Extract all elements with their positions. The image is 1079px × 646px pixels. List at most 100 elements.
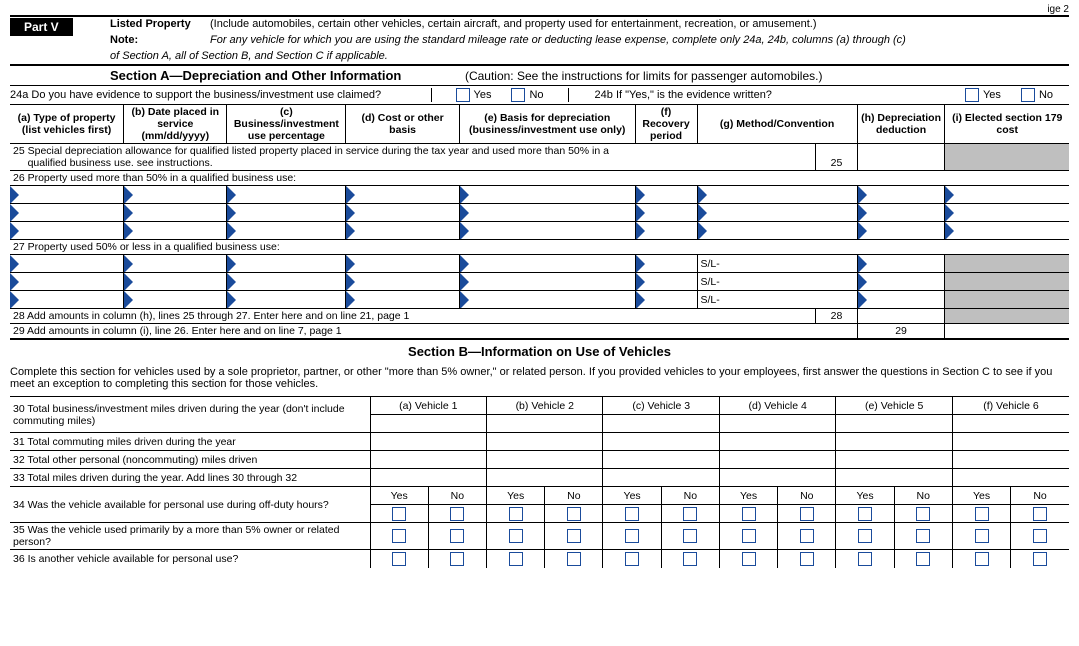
l26-r3-b[interactable] [124,222,227,240]
q34-v4-no[interactable] [778,505,836,523]
q34-v6-yes[interactable] [952,505,1010,523]
l27-r2-b[interactable] [124,273,227,291]
q36-v4-no[interactable] [778,550,836,568]
q30-v4[interactable] [719,415,835,433]
q30-v3[interactable] [603,415,719,433]
l26-r2-h[interactable] [857,204,945,222]
q32-v5[interactable] [836,451,952,469]
q30-v2[interactable] [487,415,603,433]
l26-r1-h[interactable] [857,186,945,204]
q31-v2[interactable] [487,433,603,451]
q33-v2[interactable] [487,469,603,487]
q36-v1-yes[interactable] [370,550,428,568]
q33-v1[interactable] [370,469,486,487]
q32-v2[interactable] [487,451,603,469]
l26-r2-d[interactable] [346,204,460,222]
q35-v3-no[interactable] [661,523,719,550]
q34-v3-no[interactable] [661,505,719,523]
q36-v4-yes[interactable] [719,550,777,568]
l27-r1-a[interactable] [10,255,124,273]
l27-r2-f[interactable] [635,273,697,291]
l27-r2-e[interactable] [459,273,635,291]
l27-r1-e[interactable] [459,255,635,273]
q36-v1-no[interactable] [428,550,486,568]
l27-r3-f[interactable] [635,291,697,309]
q34-v1-yes[interactable] [370,505,428,523]
q34-v1-no[interactable] [428,505,486,523]
l26-r2-i[interactable] [945,204,1069,222]
l27-r3-a[interactable] [10,291,124,309]
q32-v4[interactable] [719,451,835,469]
q33-v4[interactable] [719,469,835,487]
l27-r3-h[interactable] [857,291,945,309]
q24b-no-checkbox[interactable] [1021,88,1035,102]
l26-r3-c[interactable] [227,222,346,240]
q35-v5-yes[interactable] [836,523,894,550]
q35-v6-no[interactable] [1011,523,1069,550]
q34-v5-no[interactable] [894,505,952,523]
l26-r3-a[interactable] [10,222,124,240]
l26-r1-a[interactable] [10,186,124,204]
l26-r1-d[interactable] [346,186,460,204]
q36-v3-no[interactable] [661,550,719,568]
q36-v6-yes[interactable] [952,550,1010,568]
q35-v1-no[interactable] [428,523,486,550]
q35-v5-no[interactable] [894,523,952,550]
q35-v2-no[interactable] [545,523,603,550]
q24a-yes-checkbox[interactable] [456,88,470,102]
q32-v1[interactable] [370,451,486,469]
line29-i-input[interactable] [945,324,1069,339]
l26-r3-e[interactable] [459,222,635,240]
q33-v3[interactable] [603,469,719,487]
q32-v3[interactable] [603,451,719,469]
l26-r1-b[interactable] [124,186,227,204]
l26-r2-e[interactable] [459,204,635,222]
l26-r2-c[interactable] [227,204,346,222]
l26-r3-h[interactable] [857,222,945,240]
q32-v6[interactable] [952,451,1069,469]
q36-v5-yes[interactable] [836,550,894,568]
q31-v3[interactable] [603,433,719,451]
l27-r2-c[interactable] [227,273,346,291]
l26-r2-b[interactable] [124,204,227,222]
q36-v3-yes[interactable] [603,550,661,568]
q33-v5[interactable] [836,469,952,487]
l27-r3-e[interactable] [459,291,635,309]
l27-r3-d[interactable] [346,291,460,309]
l27-r2-d[interactable] [346,273,460,291]
q31-v4[interactable] [719,433,835,451]
l27-r1-b[interactable] [124,255,227,273]
q34-v6-no[interactable] [1011,505,1069,523]
l26-r1-i[interactable] [945,186,1069,204]
q34-v5-yes[interactable] [836,505,894,523]
q24b-yes-checkbox[interactable] [965,88,979,102]
l26-r1-f[interactable] [635,186,697,204]
q30-v5[interactable] [836,415,952,433]
q35-v3-yes[interactable] [603,523,661,550]
l26-r2-f[interactable] [635,204,697,222]
l26-r1-g[interactable] [697,186,857,204]
l27-r1-h[interactable] [857,255,945,273]
l26-r3-d[interactable] [346,222,460,240]
q35-v4-yes[interactable] [719,523,777,550]
q36-v2-yes[interactable] [487,550,545,568]
l27-r3-c[interactable] [227,291,346,309]
q34-v2-no[interactable] [545,505,603,523]
q34-v2-yes[interactable] [487,505,545,523]
q30-v6[interactable] [952,415,1069,433]
q35-v1-yes[interactable] [370,523,428,550]
l27-r2-h[interactable] [857,273,945,291]
q34-v3-yes[interactable] [603,505,661,523]
q36-v6-no[interactable] [1011,550,1069,568]
l26-r3-g[interactable] [697,222,857,240]
l27-r1-c[interactable] [227,255,346,273]
q36-v2-no[interactable] [545,550,603,568]
l26-r2-g[interactable] [697,204,857,222]
q24a-no-checkbox[interactable] [511,88,525,102]
l27-r1-d[interactable] [346,255,460,273]
q31-v1[interactable] [370,433,486,451]
l27-r2-a[interactable] [10,273,124,291]
q31-v5[interactable] [836,433,952,451]
q35-v2-yes[interactable] [487,523,545,550]
l26-r3-f[interactable] [635,222,697,240]
